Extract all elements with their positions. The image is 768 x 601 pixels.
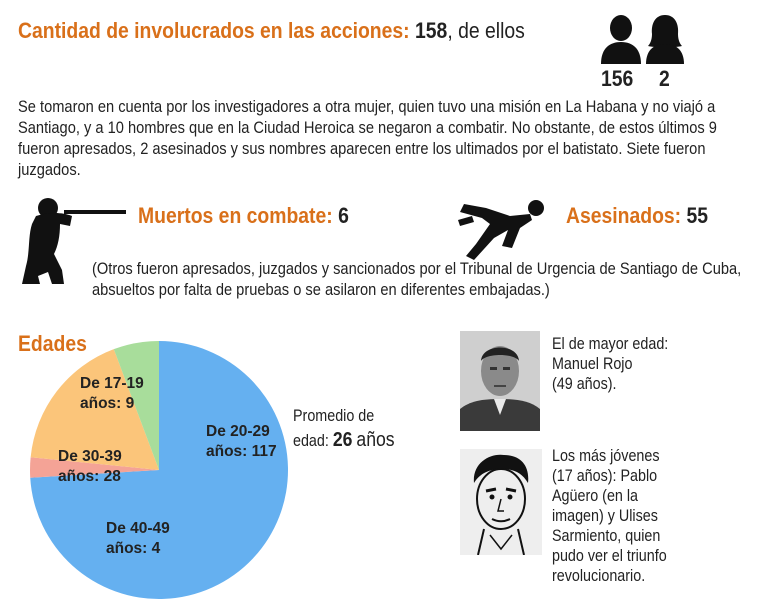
average-label-2: edad: <box>293 432 329 450</box>
killed-in-combat-value: 6 <box>338 203 349 228</box>
killed-in-combat-label: Muertos en combate: <box>138 203 333 228</box>
average-age: Promedio de edad: 26 años <box>293 404 395 453</box>
age-pie-chart: De 20-29 años: 117 De 40-49 años: 4 De 30-39… <box>29 341 289 599</box>
pie-slice-label: De 17-19 <box>80 375 144 392</box>
murdered-value: 55 <box>686 203 709 228</box>
youngest-caption-line: pudo ver el triunfo <box>552 547 667 565</box>
note-paragraph: Se tomaron en cuenta por los investigado… <box>18 98 717 179</box>
ages-title: Edades <box>18 331 87 356</box>
pie-slice-label: años: 28 <box>58 468 121 485</box>
pie-slice-label: De 20-29 <box>206 423 270 440</box>
youngest-caption-line: imagen) y Ulises <box>552 507 658 525</box>
oldest-portrait <box>460 331 540 431</box>
murdered-label: Asesinados: <box>566 203 682 228</box>
oldest-caption: El de mayor edad: Manuel Rojo (49 años). <box>552 334 668 394</box>
pie-slice <box>30 349 160 470</box>
pie-slice-label: De 40-49 <box>106 520 170 537</box>
pie-slice-label: De 30-39 <box>58 448 122 465</box>
pie-slice <box>30 341 289 599</box>
average-unit: años <box>356 429 395 451</box>
male-count: 156 <box>601 66 634 91</box>
woman-silhouette-icon <box>646 15 684 64</box>
youngest-caption-line: Sarmiento, quien <box>552 527 661 545</box>
average-value: 26 <box>332 429 353 451</box>
youngest-portrait <box>460 449 542 555</box>
rifleman-silhouette-icon <box>22 198 126 284</box>
oldest-caption-line: Manuel Rojo <box>552 355 633 373</box>
pie-slice-label: años: 117 <box>206 443 277 460</box>
note-paragraph-2: (Otros fueron apresados, juzgados y sanc… <box>92 260 742 299</box>
murdered: Asesinados: 55 <box>566 203 708 229</box>
headline-suffix: , de ellos <box>447 18 525 43</box>
pie-slice-label: años: 4 <box>106 540 161 557</box>
fallen-man-silhouette-icon <box>458 200 544 260</box>
killed-in-combat: Muertos en combate: 6 <box>138 203 349 229</box>
man-silhouette-icon <box>601 15 641 64</box>
oldest-caption-line: (49 años). <box>552 375 617 393</box>
oldest-caption-line: El de mayor edad: <box>552 335 669 353</box>
pie-slice <box>29 457 159 478</box>
pie-slice-label: años: 9 <box>80 395 135 412</box>
average-label: Promedio de <box>293 407 375 425</box>
youngest-caption-line: Los más jóvenes <box>552 447 660 465</box>
headline-title: Cantidad de involucrados en las acciones… <box>18 18 410 43</box>
youngest-caption-line: Agüero (en la <box>552 487 639 505</box>
female-count: 2 <box>659 66 670 91</box>
headline-total: 158 <box>415 18 448 43</box>
youngest-caption-line: revolucionario. <box>552 567 646 585</box>
youngest-caption: Los más jóvenes (17 años): Pablo Agüero … <box>552 446 667 586</box>
pie-slice <box>113 341 159 470</box>
youngest-caption-line: (17 años): Pablo <box>552 467 658 485</box>
headline: Cantidad de involucrados en las acciones… <box>18 18 525 44</box>
